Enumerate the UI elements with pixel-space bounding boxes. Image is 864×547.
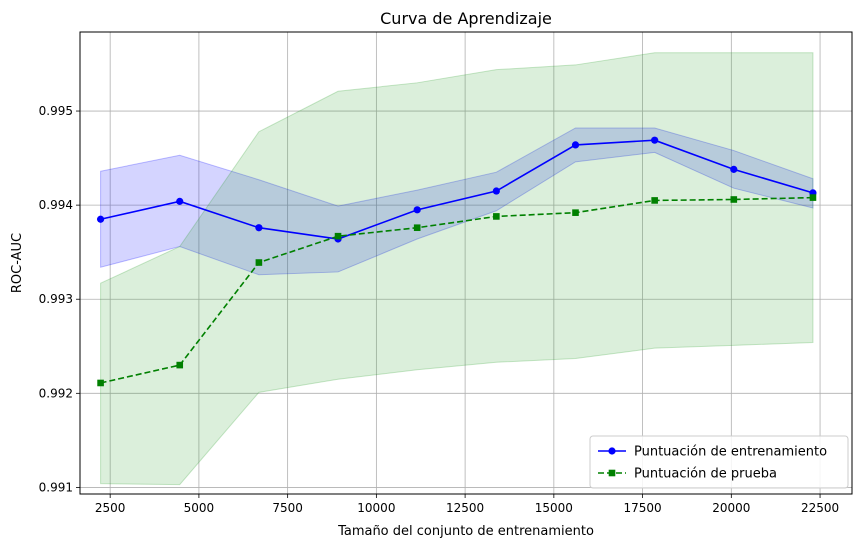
- legend: Puntuación de entrenamiento Puntuación de…: [589, 435, 849, 489]
- x-tick-label: 10000: [357, 501, 395, 515]
- y-tick-label: 0.991: [39, 480, 73, 494]
- legend-label-1: Puntuación de prueba: [634, 467, 777, 482]
- data-point-0-5: [492, 187, 500, 195]
- x-tick-label: 20000: [712, 501, 750, 515]
- x-tick-label: 7500: [272, 501, 303, 515]
- confidence-bands: [100, 52, 814, 486]
- legend-label-0: Puntuación de entrenamiento: [634, 445, 827, 460]
- x-tick-label: 17500: [623, 501, 661, 515]
- data-point-1-9: [809, 194, 817, 201]
- series-line-1: [100, 196, 813, 384]
- data-point-0-6: [571, 141, 580, 149]
- data-point-0-1: [176, 197, 184, 205]
- data-point-1-7: [651, 197, 658, 204]
- y-axis-label: ROC-AUC: [10, 233, 25, 293]
- x-tick-label: 5000: [184, 501, 215, 515]
- legend-marker-1: [608, 469, 616, 477]
- data-point-1-3: [334, 232, 342, 240]
- data-point-1-4: [413, 224, 421, 232]
- data-point-1-6: [572, 209, 579, 216]
- legend-marker-0: [608, 447, 616, 455]
- x-tick-label: 2500: [95, 501, 126, 515]
- data-point-0-7: [651, 136, 659, 144]
- confidence-band-1: [100, 52, 814, 486]
- confidence-band-0: [100, 127, 814, 276]
- series-markers: [96, 136, 817, 387]
- y-tick-label: 0.992: [39, 386, 73, 400]
- data-point-1-8: [730, 196, 738, 203]
- plot-frame: [79, 31, 853, 495]
- axis-ticks: 2500 5000 7500 10000 12500 15000 17500 20000 225…: [39, 104, 840, 515]
- data-point-0-0: [96, 215, 105, 223]
- data-point-0-8: [730, 165, 738, 173]
- series-line-0: [100, 139, 814, 240]
- x-tick-label: 12500: [446, 501, 484, 515]
- y-tick-label: 0.994: [39, 198, 73, 212]
- x-axis-label: Tamaño del conjunto de entrenamiento: [337, 524, 594, 539]
- data-point-1-0: [97, 379, 104, 387]
- data-point-1-5: [493, 213, 500, 220]
- x-tick-label: 15000: [535, 501, 573, 515]
- y-tick-label: 0.995: [39, 104, 73, 118]
- data-point-1-2: [255, 259, 263, 266]
- legend-box: [589, 435, 849, 489]
- data-point-0-2: [255, 224, 263, 232]
- x-tick-label: 22500: [801, 501, 839, 515]
- series-lines: [100, 139, 814, 384]
- y-tick-label: 0.993: [39, 292, 73, 306]
- data-point-1-1: [176, 361, 184, 369]
- data-point-0-4: [413, 206, 421, 214]
- chart-title: Curva de Aprendizaje: [380, 9, 552, 28]
